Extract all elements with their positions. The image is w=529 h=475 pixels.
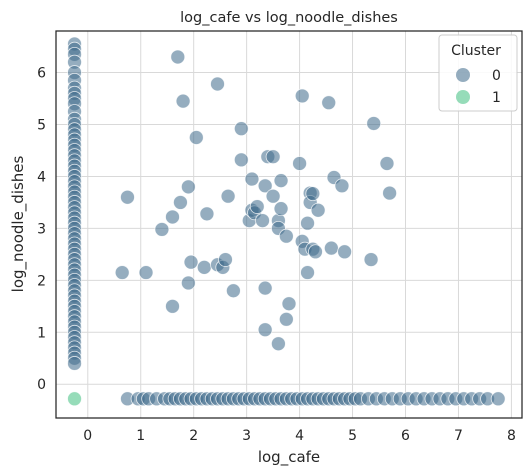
data-point-cluster-0: [382, 185, 398, 201]
data-point-cluster-0: [273, 173, 289, 189]
data-point-cluster-0: [244, 171, 260, 187]
data-point-cluster-0: [199, 206, 215, 222]
data-point-cluster-0: [173, 195, 188, 210]
data-point-cluster-0: [273, 201, 289, 217]
data-point-cluster-0: [257, 322, 273, 338]
data-point-cluster-0: [180, 275, 196, 291]
data-point-cluster-0: [210, 76, 225, 92]
x-tick-label: 2: [189, 428, 198, 444]
x-tick-label: 6: [401, 428, 410, 444]
data-point-cluster-0: [196, 259, 212, 275]
legend-marker-cluster-0: [456, 68, 470, 82]
y-tick-label: 5: [37, 118, 46, 134]
legend-title: Cluster: [451, 43, 501, 59]
data-point-cluster-0: [180, 179, 196, 195]
x-tick-label: 3: [242, 428, 251, 444]
y-tick-label: 6: [37, 66, 46, 82]
data-point-cluster-0: [170, 49, 186, 65]
y-tick-label: 4: [37, 169, 46, 185]
data-points: [67, 36, 506, 407]
data-point-cluster-0: [366, 116, 382, 131]
data-point-cluster-0: [305, 186, 321, 201]
x-axis-label: log_cafe: [258, 448, 320, 467]
x-tick-label: 8: [507, 428, 516, 444]
data-point-cluster-0: [225, 283, 241, 299]
data-point-cluster-0: [321, 95, 337, 111]
legend: Cluster 0 1: [438, 34, 518, 112]
data-point-cluster-0: [323, 240, 339, 256]
y-axis-label: log_noodle_dishes: [9, 155, 28, 292]
data-point-cluster-0: [265, 188, 281, 204]
legend-label-cluster-0: 0: [492, 68, 501, 84]
data-point-cluster-0: [334, 178, 350, 194]
data-point-cluster-0: [233, 121, 249, 137]
x-tick-label: 1: [136, 428, 145, 444]
data-point-cluster-1: [67, 391, 82, 407]
data-point-cluster-0: [188, 130, 204, 145]
data-point-cluster-0: [220, 188, 236, 204]
y-tick-label: 1: [37, 325, 46, 341]
tick-labels: 0 1 2 3 4 5 6 7 8 0 1 2 3 4 5 6: [37, 66, 516, 444]
data-point-cluster-0: [257, 178, 273, 194]
data-point-cluster-0: [183, 254, 199, 270]
data-point-cluster-0: [165, 209, 180, 225]
data-point-cluster-0: [249, 199, 265, 214]
data-point-cluster-0: [278, 228, 294, 244]
y-tick-label: 0: [37, 377, 46, 393]
data-point-cluster-0: [271, 336, 286, 352]
data-point-cluster-0: [233, 152, 249, 168]
data-point-cluster-0: [300, 215, 315, 231]
data-point-cluster-0: [337, 244, 353, 260]
data-point-cluster-0: [278, 311, 294, 327]
data-point-cluster-0: [120, 189, 135, 205]
data-point-cluster-0: [255, 213, 270, 229]
data-point-cluster-0: [154, 222, 170, 237]
data-point-cluster-0: [379, 156, 395, 171]
chart-title: log_cafe vs log_noodle_dishes: [180, 10, 398, 26]
data-point-cluster-0: [257, 280, 273, 296]
data-point-cluster-0: [281, 296, 297, 312]
data-point-cluster-0: [138, 265, 154, 280]
data-point-cluster-0: [265, 149, 281, 165]
data-point-cluster-0: [490, 391, 506, 407]
data-point-cluster-0: [310, 202, 326, 218]
data-point-cluster-0: [67, 356, 82, 371]
x-tick-label: 0: [83, 428, 92, 444]
plot-frame: [55, 30, 523, 419]
legend-marker-cluster-1: [456, 90, 470, 104]
data-point-cluster-0: [292, 156, 307, 171]
data-point-cluster-0: [300, 265, 315, 280]
data-point-cluster-0: [175, 93, 191, 109]
data-point-cluster-0: [114, 265, 130, 280]
x-tick-label: 7: [454, 428, 463, 444]
data-point-cluster-0: [218, 252, 233, 267]
data-point-cluster-0: [363, 252, 379, 267]
x-tick-label: 5: [348, 428, 357, 444]
y-tick-label: 2: [37, 273, 46, 289]
legend-label-cluster-1: 1: [492, 90, 501, 106]
data-point-cluster-0: [294, 88, 310, 104]
data-point-cluster-0: [165, 298, 180, 314]
y-tick-label: 3: [37, 221, 46, 237]
data-point-cluster-0: [308, 244, 323, 260]
x-tick-label: 4: [295, 428, 304, 444]
